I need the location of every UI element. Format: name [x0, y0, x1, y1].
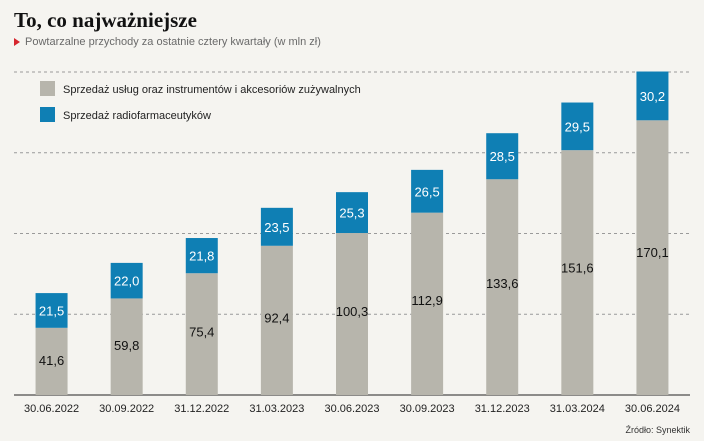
bar-segment-radiopharma [110, 262, 143, 299]
x-tick-label: 31.03.2023 [249, 403, 304, 415]
bar-segment-services [110, 298, 143, 395]
data-label-services: 100,3 [336, 304, 369, 319]
data-label-radiopharma: 29,5 [565, 119, 590, 134]
data-label-services: 59,8 [114, 338, 139, 353]
bar-segment-services [411, 212, 444, 395]
data-label-radiopharma: 21,8 [189, 249, 214, 264]
data-label-radiopharma: 30,2 [640, 89, 665, 104]
bar-segment-services [486, 179, 519, 395]
data-label-services: 133,6 [486, 276, 519, 291]
legend-swatch [40, 107, 55, 122]
bar-segment-radiopharma [185, 238, 218, 274]
x-tick-label: 30.06.2024 [625, 403, 680, 415]
bar-segment-services [35, 327, 68, 395]
bar-segment-radiopharma [636, 71, 669, 121]
data-label-radiopharma: 21,5 [39, 303, 64, 318]
bar-segment-services [561, 150, 594, 395]
data-label-services: 151,6 [561, 261, 594, 276]
data-label-radiopharma: 26,5 [414, 184, 439, 199]
x-tick-label: 30.09.2022 [99, 403, 154, 415]
data-label-radiopharma: 22,0 [114, 274, 139, 289]
page-title: To, co najważniejsze [14, 8, 197, 32]
x-tick-label: 30.06.2022 [24, 403, 79, 415]
x-tick-label: 30.09.2023 [400, 403, 455, 415]
data-label-services: 170,1 [636, 245, 669, 260]
data-label-services: 41,6 [39, 353, 64, 368]
data-label-services: 75,4 [189, 325, 214, 340]
data-label-radiopharma: 23,5 [264, 220, 289, 235]
x-tick-label: 30.06.2023 [324, 403, 379, 415]
data-label-services: 92,4 [264, 310, 289, 325]
subtitle-text: Powtarzalne przychody za ostatnie cztery… [25, 36, 321, 48]
bar-segment-services [185, 273, 218, 395]
bar-segment-radiopharma [486, 133, 519, 180]
data-label-radiopharma: 28,5 [490, 149, 515, 164]
bar-segment-services [336, 233, 368, 395]
x-tick-label: 31.03.2024 [550, 403, 605, 415]
bar-segment-radiopharma [260, 207, 293, 246]
x-tick-label: 31.12.2022 [174, 403, 229, 415]
bar-segment-radiopharma [411, 169, 444, 213]
bar-segment-services [636, 120, 669, 395]
data-label-radiopharma: 25,3 [339, 206, 364, 221]
legend-label: Sprzedaż usług oraz instrumentów i akces… [63, 84, 361, 96]
bar-segment-radiopharma [561, 102, 594, 151]
source-note: Źródło: Synektik [625, 425, 690, 435]
legend-swatch [40, 81, 55, 96]
bar-segment-radiopharma [35, 293, 68, 328]
subtitle: Powtarzalne przychody za ostatnie cztery… [14, 36, 321, 48]
bar-segment-services [260, 245, 293, 395]
data-label-services: 112,9 [411, 293, 443, 308]
bar-segment-radiopharma [336, 192, 368, 234]
x-tick-label: 31.12.2023 [475, 403, 530, 415]
legend-label: Sprzedaż radiofarmaceutyków [63, 110, 211, 122]
triangle-marker-icon [14, 38, 20, 46]
